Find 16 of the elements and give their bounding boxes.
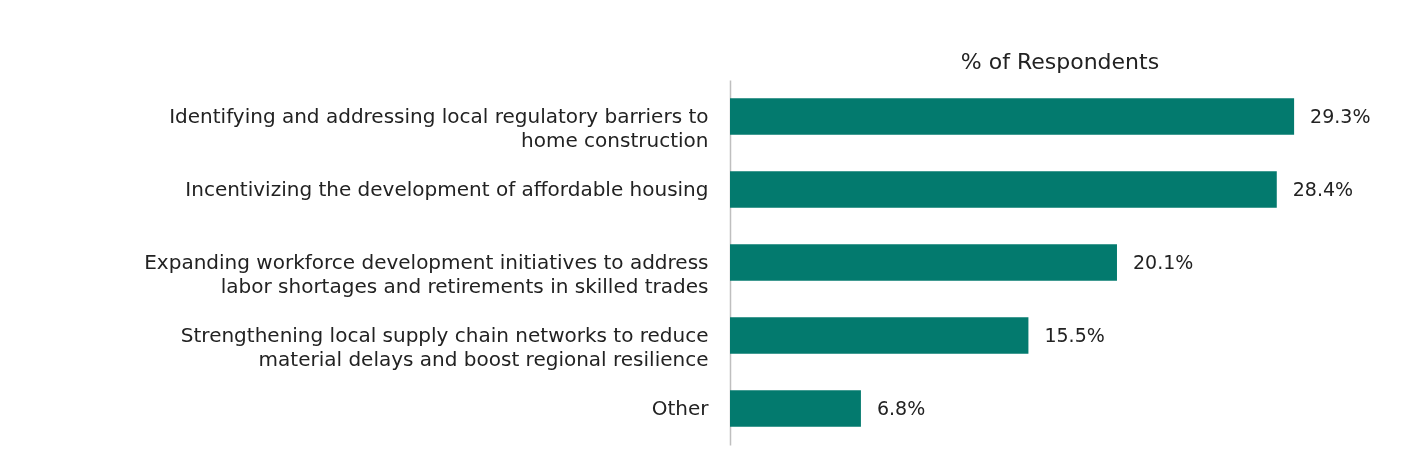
data-label: 6.8% [876, 396, 926, 419]
y-tick-label: Identifying and addressing local regulatory barriers to home construction [169, 103, 709, 152]
y-tick-label: Strengthening local supply chain networks to reduce material delays and boost regional resilience [180, 322, 709, 371]
bar [730, 171, 1277, 208]
chart-title: % of Respondents [960, 49, 1160, 74]
bar [730, 390, 861, 427]
data-label: 20.1% [1132, 250, 1194, 273]
y-tick-label: Expanding workforce development initiatives to address labor shortages and retirements in skilled trades [144, 249, 709, 298]
data-label: 28.4% [1292, 177, 1354, 200]
bar [730, 244, 1117, 281]
y-tick-label: Incentivizing the development of affordable housing [185, 176, 709, 201]
bar [730, 98, 1295, 135]
data-label: 15.5% [1044, 323, 1105, 346]
y-tick-label: Other [651, 395, 710, 420]
data-label: 29.3% [1310, 104, 1371, 127]
bar [730, 317, 1029, 354]
